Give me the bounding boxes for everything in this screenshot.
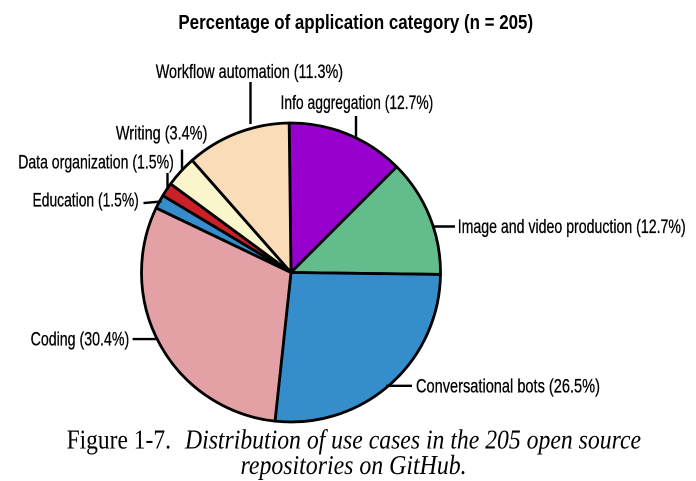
svg-text:Writing (3.4%): Writing (3.4%) (116, 124, 207, 145)
svg-text:Conversational bots (26.5%): Conversational bots (26.5%) (416, 376, 600, 397)
svg-text:Education (1.5%): Education (1.5%) (33, 190, 139, 211)
svg-text:Percentage of application cate: Percentage of application category (n = … (178, 11, 533, 34)
svg-text:Info aggregation (12.7%): Info aggregation (12.7%) (281, 93, 434, 114)
svg-text:Figure 1-7.: Figure 1-7. (67, 424, 171, 455)
svg-text:Coding (30.4%): Coding (30.4%) (31, 330, 130, 351)
svg-text:repositories on GitHub.: repositories on GitHub. (241, 449, 467, 480)
svg-text:Workflow automation (11.3%): Workflow automation (11.3%) (156, 62, 343, 83)
svg-text:Data organization (1.5%): Data organization (1.5%) (18, 153, 174, 174)
svg-text:Distribution of use cases in t: Distribution of use cases in the 205 ope… (184, 424, 641, 455)
svg-text:Image and video production (12: Image and video production (12.7%) (458, 217, 686, 238)
